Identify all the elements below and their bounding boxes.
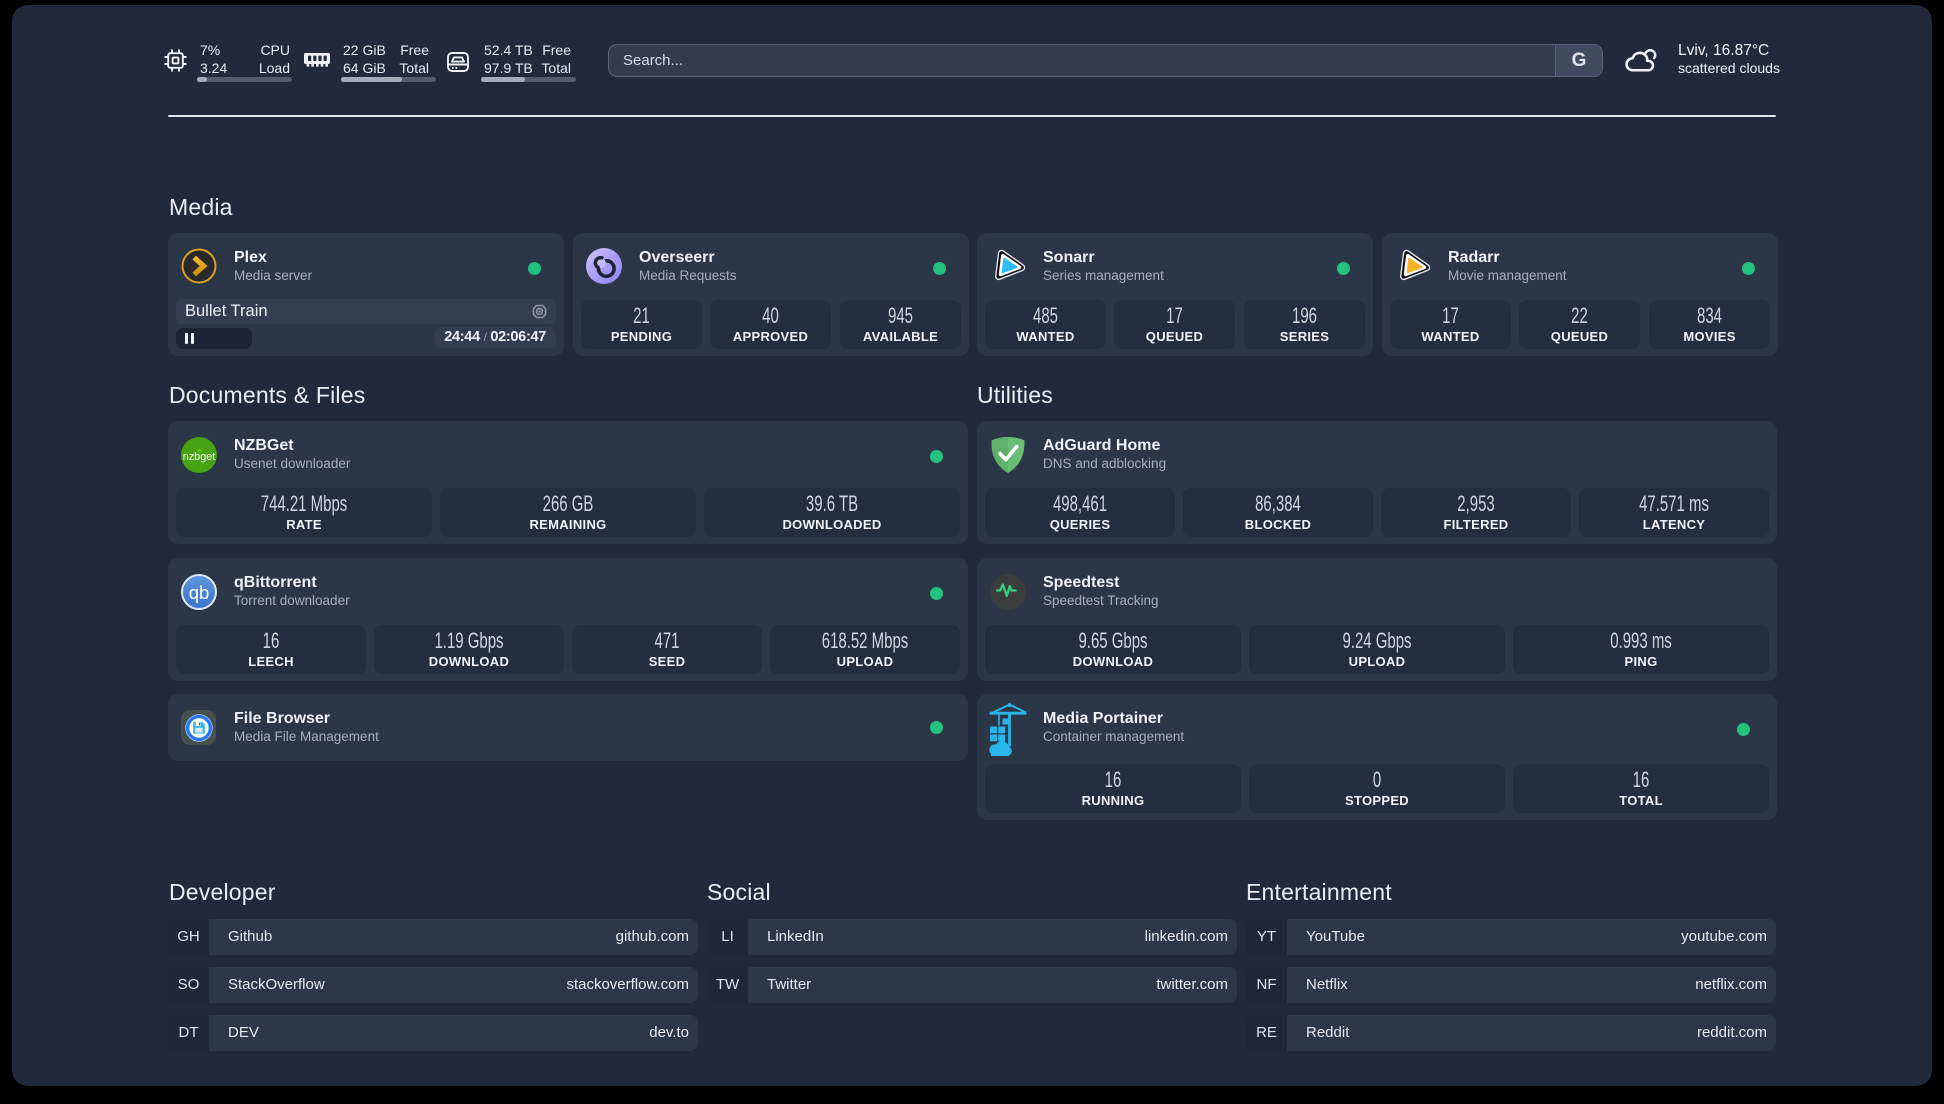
svg-text:qb: qb xyxy=(189,582,210,603)
svg-text:nzbget: nzbget xyxy=(183,451,215,463)
